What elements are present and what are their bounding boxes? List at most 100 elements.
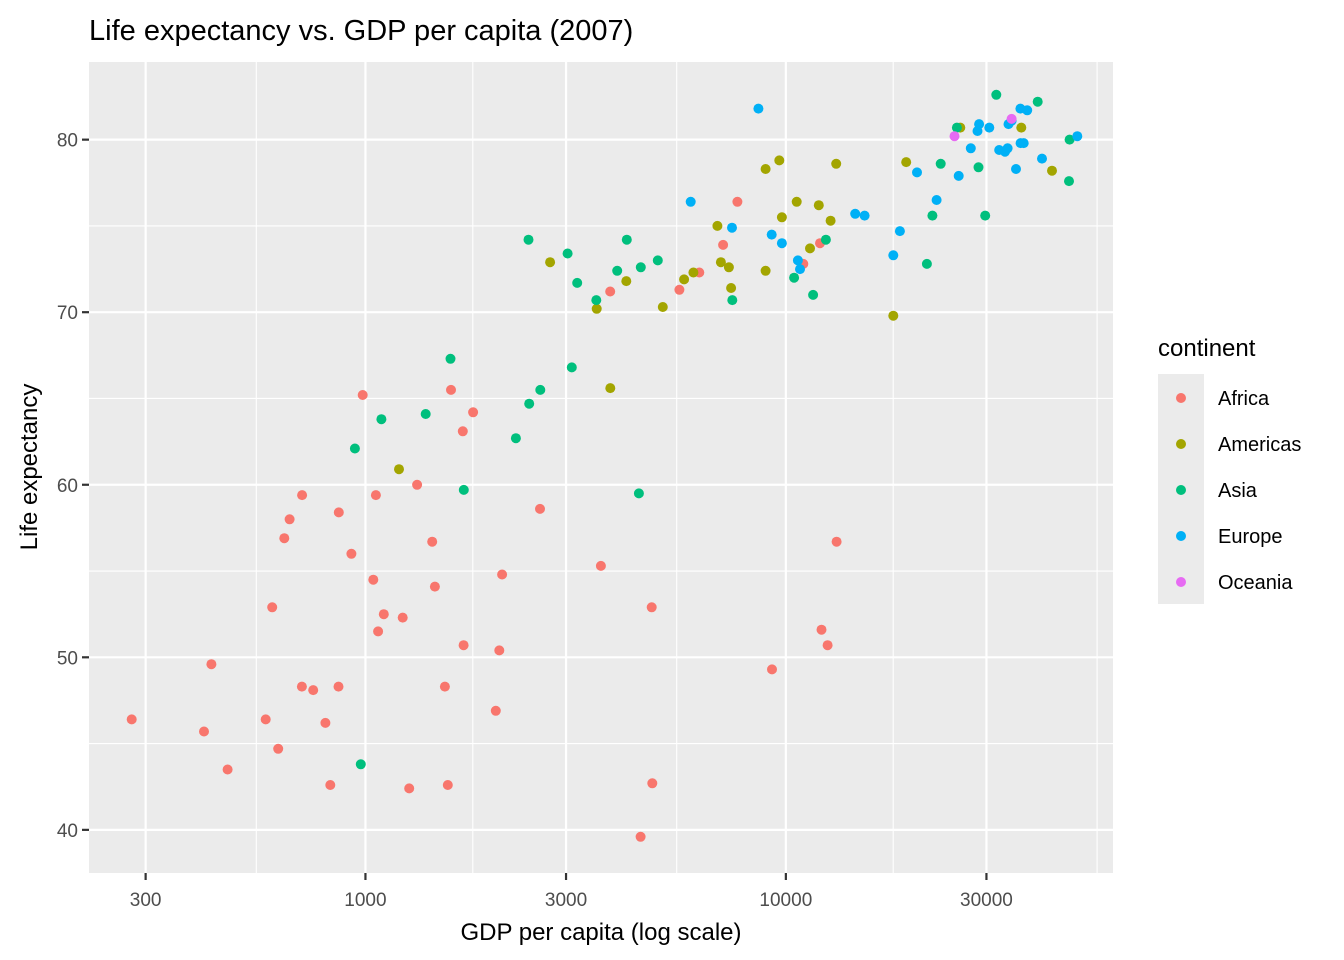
data-point-africa (370, 490, 381, 501)
data-point-africa (199, 726, 209, 737)
data-point-europe (974, 119, 985, 130)
data-point-europe (685, 196, 696, 207)
data-point-americas (831, 158, 842, 169)
data-point-africa (446, 384, 456, 395)
data-point-asia (820, 234, 831, 245)
data-point-africa (412, 479, 423, 490)
legend-label-americas: Americas (1218, 434, 1301, 456)
data-point-americas (394, 464, 404, 475)
data-point-asia (566, 362, 577, 373)
legend-title: continent (1158, 335, 1256, 362)
data-point-europe (1037, 153, 1047, 164)
legend-key-asia (1176, 485, 1186, 495)
data-point-americas (591, 303, 602, 314)
data-point-africa (439, 681, 450, 692)
data-point-asia (445, 353, 456, 364)
data-point-asia (727, 295, 738, 306)
data-point-europe (766, 229, 777, 240)
data-point-oceania (1006, 113, 1017, 124)
data-point-africa (646, 602, 657, 613)
data-point-africa (260, 714, 271, 725)
data-point-americas (688, 267, 699, 278)
data-point-africa (222, 764, 233, 775)
data-point-africa (273, 743, 284, 754)
data-point-africa (378, 609, 389, 620)
data-point-asia (524, 398, 535, 409)
data-point-africa (368, 574, 379, 585)
data-point-asia (973, 162, 984, 173)
data-point-asia (612, 265, 623, 276)
data-point-europe (984, 122, 995, 133)
data-point-africa (635, 831, 646, 842)
data-point-asia (349, 443, 360, 454)
data-point-asia (808, 289, 819, 300)
data-point-asia (535, 384, 546, 395)
x-axis-title: GDP per capita (log scale) (460, 919, 741, 946)
data-point-americas (888, 310, 899, 321)
data-point-africa (497, 569, 508, 580)
data-point-africa (442, 780, 453, 790)
data-point-americas (805, 243, 815, 254)
data-point-asia (635, 262, 646, 273)
data-point-americas (825, 215, 836, 226)
data-point-africa (822, 640, 833, 651)
data-point-americas (760, 164, 771, 174)
data-point-europe (965, 143, 976, 154)
data-point-asia (376, 414, 387, 425)
y-axis-title: Life expectancy (16, 384, 43, 551)
data-point-asia (980, 210, 991, 221)
data-point-asia (458, 484, 469, 495)
data-point-africa (279, 533, 290, 544)
data-point-asia (921, 258, 932, 269)
minor-gridlines (89, 62, 1113, 873)
data-point-africa (767, 664, 777, 675)
data-point-asia (1064, 134, 1075, 145)
data-point-europe (776, 238, 787, 249)
data-point-asia (1064, 176, 1074, 187)
data-point-africa (457, 426, 468, 437)
data-point-europe (953, 170, 964, 181)
data-point-americas (726, 283, 737, 293)
data-point-americas (545, 257, 556, 268)
data-point-africa (357, 390, 368, 400)
data-point-americas (621, 276, 632, 287)
data-point-europe (792, 255, 803, 266)
data-point-africa (674, 284, 685, 295)
data-point-africa (296, 681, 307, 692)
data-point-africa (490, 705, 501, 716)
data-point-africa (320, 717, 331, 728)
data-point-africa (373, 626, 384, 637)
data-point-africa (267, 602, 278, 613)
data-point-africa (404, 783, 415, 794)
data-point-africa (831, 536, 842, 547)
x-tick-label: 300 (130, 890, 162, 911)
data-point-africa (535, 503, 545, 514)
data-point-europe (931, 195, 942, 205)
data-point-americas (760, 265, 771, 276)
data-point-europe (1018, 138, 1029, 149)
legend-key-africa (1176, 393, 1186, 403)
data-point-asia (562, 248, 573, 259)
data-point-americas (1016, 122, 1027, 133)
data-point-africa (325, 780, 336, 790)
data-point-asia (951, 122, 962, 133)
data-point-africa (308, 685, 319, 696)
data-point-africa (605, 286, 616, 297)
data-point-europe (795, 264, 805, 275)
data-point-americas (1047, 165, 1057, 176)
data-point-europe (850, 208, 861, 219)
data-point-africa (284, 514, 295, 525)
data-point-americas (813, 200, 824, 211)
data-point-asia (523, 234, 534, 245)
data-point-oceania (949, 131, 960, 142)
data-point-africa (429, 581, 440, 592)
data-point-asia (652, 255, 663, 266)
y-axis: 40 50 60 70 80 (57, 131, 89, 842)
data-point-africa (427, 536, 438, 547)
data-point-asia (991, 89, 1002, 100)
data-point-asia (927, 210, 938, 221)
data-point-africa (346, 548, 357, 559)
chart-title: Life expectancy vs. GDP per capita (2007… (89, 15, 633, 47)
y-tick-label: 50 (57, 648, 78, 669)
plot-panel (89, 62, 1113, 873)
